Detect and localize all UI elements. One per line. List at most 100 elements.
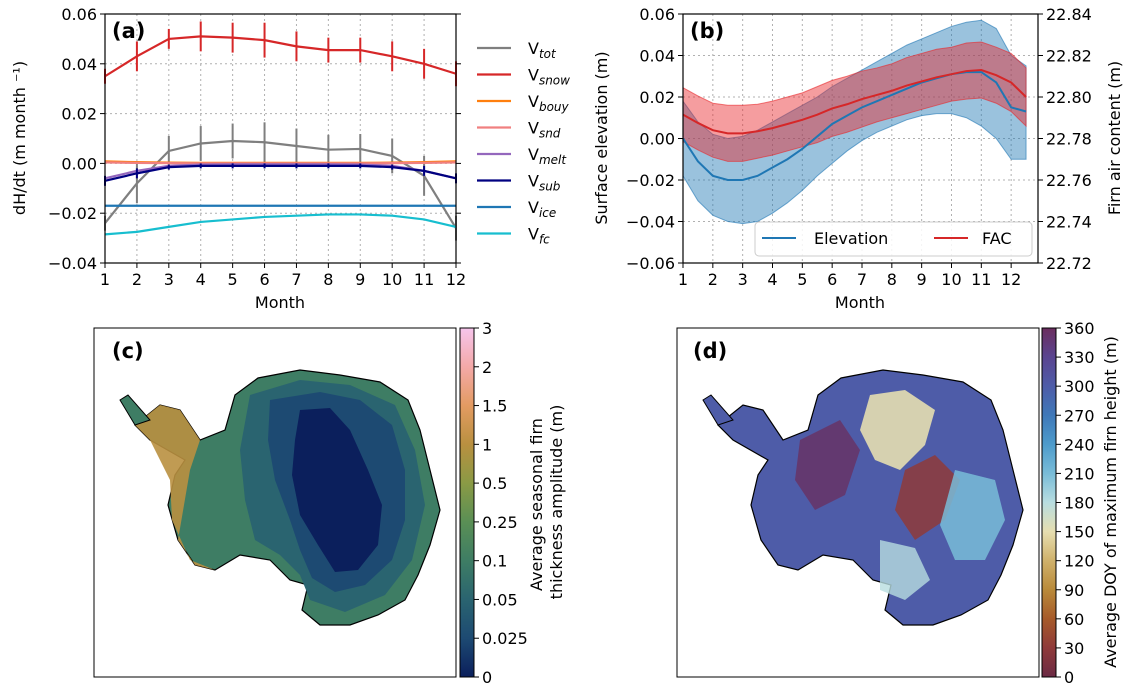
x-tick-label: 7 <box>291 270 301 289</box>
y-tick-right-label: 22.76 <box>1046 171 1092 190</box>
panel-b-label: (b) <box>690 19 724 43</box>
y-tick-label: 0.02 <box>61 105 97 124</box>
colorbar-tick-label: 150 <box>1064 523 1095 542</box>
map-c-interior <box>292 408 382 572</box>
y-tick-label: 0.06 <box>61 5 97 24</box>
fac-line <box>682 69 1027 135</box>
map-c-coast-ring <box>135 405 215 570</box>
panel-a-label: (a) <box>112 19 145 43</box>
panel-b-legend: Elevation FAC <box>754 221 1033 257</box>
panel-b-xlabel: Month <box>835 293 885 312</box>
x-tick-label: 3 <box>738 270 748 289</box>
colorbar-c <box>459 327 475 678</box>
colorbar-tick-label: 0.25 <box>482 513 518 532</box>
series-line-snd <box>104 161 457 165</box>
colorbar-tick-label: 360 <box>1064 319 1095 338</box>
map-d-maroon-area <box>795 420 860 510</box>
x-tick-label: 4 <box>196 270 206 289</box>
y-tick-label: 0.04 <box>61 55 97 74</box>
x-tick-label: 2 <box>132 270 142 289</box>
colorbar-tick-label: 1.5 <box>482 397 507 416</box>
x-tick-label: 6 <box>827 270 837 289</box>
y-tick-label: −0.02 <box>626 171 675 190</box>
legend-fac-label: FAC <box>982 229 1012 248</box>
panel-b-series <box>682 19 1027 225</box>
panel-d: (d) 0 30 60 90 120 150 180 210 240 270 300 330 360 A… <box>676 319 1120 683</box>
panel-b-ticks: 1 2 3 4 5 6 7 8 9 10 11 12−0.06−0.04−0.020.000.020.… <box>626 5 1092 289</box>
y-tick-label: 0.06 <box>639 5 675 24</box>
antarctica-map-d <box>702 369 1024 626</box>
panel-d-label: (d) <box>693 339 727 363</box>
x-tick-label: 2 <box>708 270 718 289</box>
legend-label-base: V <box>528 225 539 244</box>
y-tick-right-label: 22.84 <box>1046 5 1092 24</box>
legend-label-sub: Vsub <box>528 172 561 194</box>
map-d-yellow-patch <box>860 390 935 470</box>
x-tick-label: 5 <box>797 270 807 289</box>
y-tick-label: 0.00 <box>639 130 675 149</box>
legend-label-ice: Vice <box>528 198 556 220</box>
x-tick-label: 10 <box>941 270 961 289</box>
map-d-lower-light <box>880 540 930 600</box>
colorbar-tick-label: 90 <box>1064 581 1084 600</box>
panel-a-xlabel: Month <box>255 293 305 312</box>
legend-label-snd: Vsnd <box>528 119 561 141</box>
colorbar-tick-label: 0 <box>1064 668 1074 683</box>
colorbar-tick-label: 240 <box>1064 435 1095 454</box>
colorbar-tick-label: 3 <box>482 319 492 338</box>
colorbar-d <box>1041 327 1057 678</box>
map-d-peninsula <box>702 394 734 426</box>
x-tick-label: 7 <box>857 270 867 289</box>
legend-label-fc: Vfc <box>528 225 550 247</box>
y-tick-label: 0.00 <box>61 154 97 173</box>
colorbar-c-label-line2: thickness amplitude (m) <box>547 405 566 600</box>
colorbar-c-label: Average seasonal firn thickness amplitud… <box>527 405 566 600</box>
elevation-line <box>682 71 1027 181</box>
legend-label-sub: snow <box>539 74 570 88</box>
legend-label-sub: bouy <box>539 100 570 114</box>
x-tick-label: 11 <box>414 270 434 289</box>
series-line-tot <box>104 139 457 229</box>
panel-a-series <box>104 21 457 241</box>
series-line-fc <box>104 213 457 236</box>
colorbar-tick-label: 0.05 <box>482 590 518 609</box>
elevation-band <box>682 19 1027 225</box>
legend-elevation-label: Elevation <box>814 229 888 248</box>
colorbar-tick-label: 2 <box>482 358 492 377</box>
colorbar-tick-label: 0.1 <box>482 552 507 571</box>
legend-label-sub: tot <box>539 47 557 61</box>
x-tick-label: 5 <box>228 270 238 289</box>
x-tick-label: 9 <box>917 270 927 289</box>
x-tick-label: 1 <box>678 270 688 289</box>
legend-label-snow: Vsnow <box>528 66 570 88</box>
legend-label-sub: sub <box>539 180 561 194</box>
legend-label-base: V <box>528 119 539 138</box>
y-tick-label: 0.04 <box>639 47 675 66</box>
legend-label-base: V <box>528 92 539 111</box>
legend-label-sub: ice <box>539 206 556 220</box>
y-tick-label: −0.02 <box>48 204 97 223</box>
colorbar-tick-label: 0 <box>482 668 492 683</box>
colorbar-tick-label: 60 <box>1064 610 1084 629</box>
x-tick-label: 12 <box>446 270 466 289</box>
map-d-outer <box>717 369 1024 626</box>
y-tick-right-label: 22.72 <box>1046 254 1092 273</box>
legend-label-base: V <box>528 198 539 217</box>
y-tick-label: 0.02 <box>639 88 675 107</box>
colorbar-d-label: Average DOY of maximum firn height (m) <box>1101 336 1120 668</box>
x-tick-label: 8 <box>323 270 333 289</box>
legend-label-sub: snd <box>539 127 561 141</box>
legend-label-bouy: Vbouy <box>528 92 570 114</box>
legend-label-base: V <box>528 145 539 164</box>
panel-b-ylabel-right: Firn air content (m) <box>1105 61 1124 215</box>
colorbar-tick-label: 120 <box>1064 552 1095 571</box>
y-tick-label: −0.04 <box>48 254 97 273</box>
colorbar-c-ticks: 0 0.025 0.05 0.1 0.25 0.5 1 1.5 2 3 <box>474 319 528 683</box>
colorbar-tick-label: 1 <box>482 435 492 454</box>
colorbar-tick-label: 180 <box>1064 494 1095 513</box>
panel-a-frame <box>104 13 457 264</box>
x-tick-label: 10 <box>382 270 402 289</box>
y-tick-right-label: 22.78 <box>1046 130 1092 149</box>
map-d-light-patch <box>940 470 1005 560</box>
